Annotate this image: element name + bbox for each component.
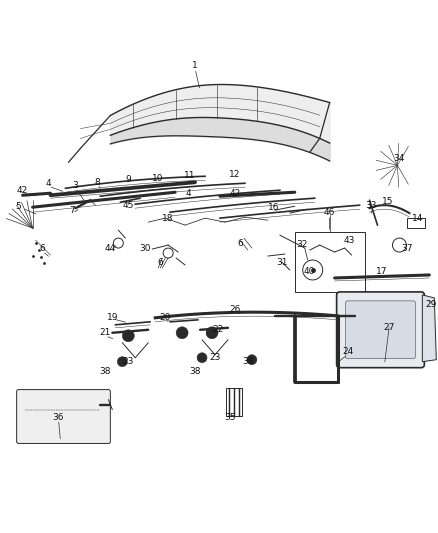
- Text: 6: 6: [157, 257, 163, 266]
- Circle shape: [197, 353, 207, 362]
- FancyBboxPatch shape: [337, 292, 424, 368]
- Text: 21: 21: [100, 328, 111, 337]
- Text: 37: 37: [402, 244, 413, 253]
- Text: 42: 42: [17, 185, 28, 195]
- Circle shape: [247, 355, 257, 365]
- Text: 42: 42: [230, 189, 240, 198]
- Polygon shape: [422, 295, 436, 362]
- Text: 7: 7: [70, 206, 75, 215]
- Text: 9: 9: [125, 175, 131, 184]
- Text: 38: 38: [99, 367, 111, 376]
- Circle shape: [122, 330, 134, 342]
- Text: 30: 30: [139, 244, 151, 253]
- Text: 19: 19: [106, 313, 118, 322]
- Bar: [226, 387, 242, 416]
- Circle shape: [117, 357, 127, 367]
- Text: 36: 36: [53, 413, 64, 422]
- Text: 6: 6: [40, 244, 46, 253]
- FancyBboxPatch shape: [17, 390, 110, 443]
- FancyBboxPatch shape: [346, 301, 415, 359]
- Text: 10: 10: [152, 174, 164, 183]
- Text: 20: 20: [159, 313, 171, 322]
- Text: 1: 1: [192, 61, 198, 70]
- Bar: [295, 232, 364, 292]
- Text: 11: 11: [184, 171, 196, 180]
- Text: 38: 38: [242, 357, 254, 366]
- Bar: [407, 218, 425, 228]
- Text: 44: 44: [105, 244, 116, 253]
- Circle shape: [206, 327, 218, 339]
- Text: 6: 6: [237, 239, 243, 247]
- Text: 40: 40: [304, 268, 315, 277]
- Text: 33: 33: [366, 201, 377, 209]
- Text: 43: 43: [344, 236, 355, 245]
- Text: 27: 27: [384, 324, 395, 332]
- Text: 46: 46: [324, 208, 336, 217]
- Text: 15: 15: [381, 197, 393, 206]
- Text: 18: 18: [162, 214, 174, 223]
- Text: 23: 23: [209, 353, 221, 362]
- Text: 38: 38: [189, 367, 201, 376]
- Text: 32: 32: [296, 239, 307, 248]
- Text: 4: 4: [185, 189, 191, 198]
- Text: 12: 12: [229, 170, 240, 179]
- Text: 35: 35: [224, 413, 236, 422]
- Text: 45: 45: [123, 201, 134, 209]
- Text: 14: 14: [412, 214, 423, 223]
- Text: 16: 16: [268, 203, 279, 212]
- Text: 22: 22: [212, 325, 224, 334]
- Text: 4: 4: [46, 179, 51, 188]
- Text: 5: 5: [16, 201, 21, 211]
- Text: 3: 3: [73, 181, 78, 190]
- Text: 24: 24: [342, 347, 353, 356]
- Text: 26: 26: [229, 305, 240, 314]
- Text: 8: 8: [95, 178, 100, 187]
- Text: 34: 34: [394, 154, 405, 163]
- Text: 29: 29: [426, 301, 437, 309]
- Text: 23: 23: [123, 357, 134, 366]
- Text: 31: 31: [276, 257, 288, 266]
- Circle shape: [176, 327, 188, 339]
- Text: 17: 17: [376, 268, 387, 277]
